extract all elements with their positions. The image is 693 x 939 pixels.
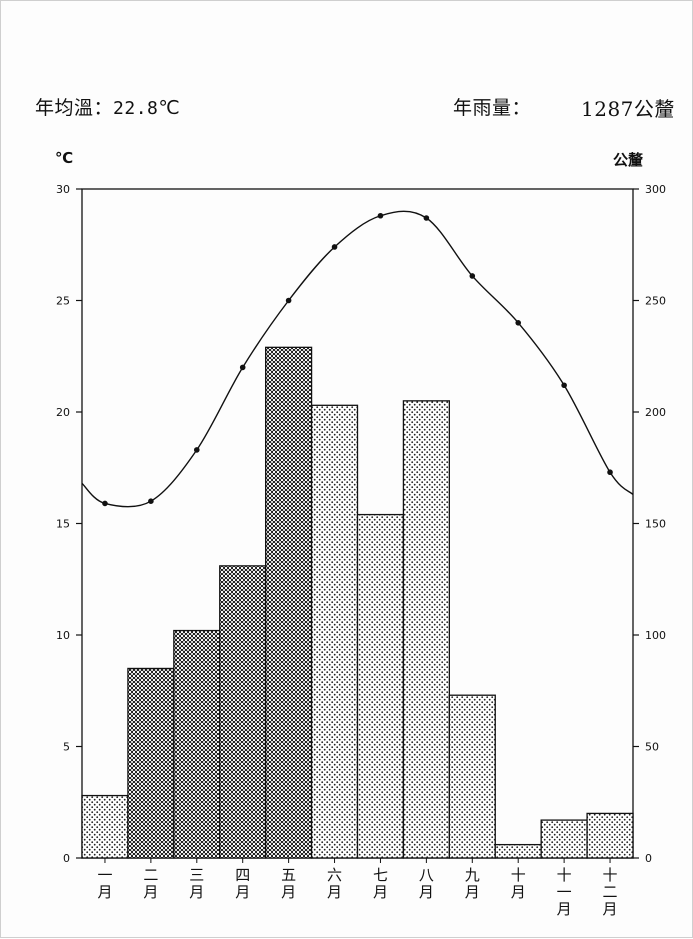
right-axis-unit-label: 公釐	[613, 151, 644, 169]
month-label-char: 月	[281, 883, 296, 901]
month-label-char: 月	[143, 883, 158, 901]
month-label: 五月	[281, 866, 296, 901]
annual-rainfall-value: 1287公釐	[581, 97, 675, 121]
temperature-point	[515, 320, 522, 326]
left-axis-tick-label: 10	[56, 629, 70, 642]
annual-rainfall-label: 年雨量：	[453, 97, 532, 119]
month-label: 十月	[511, 866, 526, 901]
rainfall-bar	[310, 404, 359, 859]
left-axis-tick-label: 15	[56, 518, 70, 531]
month-label: 十二月	[603, 866, 618, 918]
month-label-char: 月	[465, 883, 480, 901]
annual-temperature-unit: ℃	[158, 97, 181, 119]
rainfall-bar	[127, 667, 175, 859]
temperature-line	[81, 210, 634, 508]
month-label-char: 月	[97, 883, 112, 901]
left-axis-tick-label: 5	[63, 741, 70, 754]
rainfall-bar	[265, 346, 313, 859]
annual-temperature-label: 年均溫：	[35, 97, 114, 119]
month-label-char: 二	[603, 883, 618, 901]
month-label: 二月	[143, 866, 158, 901]
rainfall-bar	[402, 400, 450, 859]
annual-temperature: 年均溫：22.8℃	[35, 93, 180, 120]
month-label-char: 一	[97, 866, 112, 884]
month-label-char: 七	[373, 866, 388, 884]
month-label-char: 一	[557, 883, 572, 901]
month-label: 八月	[419, 866, 434, 901]
month-label-char: 月	[327, 883, 342, 901]
left-axis-tick-label: 30	[56, 183, 70, 196]
month-label-char: 八	[419, 866, 434, 884]
temperature-point	[469, 273, 476, 279]
month-label-char: 月	[235, 883, 250, 901]
month-label: 七月	[373, 866, 388, 901]
temperature-point	[193, 447, 200, 453]
rainfall-bar	[494, 843, 542, 859]
month-label-char: 月	[189, 883, 204, 901]
temperature-point	[377, 212, 384, 219]
right-axis-tick-label: 0	[645, 852, 652, 865]
month-label: 六月	[327, 866, 342, 901]
rainfall-bar	[219, 565, 267, 859]
rainfall-bar	[586, 812, 634, 859]
right-axis-tick-label: 250	[645, 295, 666, 308]
month-label-char: 十	[511, 866, 526, 884]
rainfall-bar	[540, 819, 588, 859]
rainfall-bar	[448, 694, 496, 859]
month-label-char: 九	[465, 866, 480, 884]
month-label-char: 十	[603, 866, 618, 884]
month-label-char: 二	[143, 866, 158, 884]
temperature-point	[102, 500, 108, 507]
left-axis-unit-label: ℃	[55, 149, 74, 167]
month-label-char: 六	[327, 866, 342, 884]
left-axis-tick-label: 25	[56, 295, 70, 308]
temperature-point	[423, 215, 430, 221]
month-label-char: 月	[511, 883, 526, 901]
month-label: 九月	[465, 866, 480, 901]
annual-temperature-value: 22.8	[113, 98, 159, 119]
month-label-char: 四	[235, 866, 250, 884]
month-label: 三月	[189, 866, 204, 901]
month-label: 四月	[235, 866, 250, 901]
month-label-char: 月	[603, 900, 618, 918]
temperature-point	[148, 498, 154, 505]
temperature-point	[607, 469, 613, 476]
rainfall-bar	[356, 513, 405, 859]
month-label: 十一月	[557, 866, 572, 918]
rainfall-bars	[81, 346, 634, 859]
right-axis-tick-label: 200	[645, 406, 666, 419]
rainfall-bar	[81, 794, 129, 859]
month-label-char: 月	[373, 883, 388, 901]
left-axis-tick-label: 0	[63, 852, 70, 865]
temperature-point	[285, 297, 292, 304]
temperature-point	[331, 244, 338, 250]
temperature-line-layer	[81, 210, 634, 508]
right-axis-tick-label: 300	[645, 183, 666, 196]
temperature-point	[239, 364, 246, 371]
month-label-char: 三	[189, 866, 204, 884]
month-label-char: 月	[557, 900, 572, 918]
month-label-char: 月	[419, 883, 434, 901]
month-label-char: 十	[557, 866, 572, 884]
right-axis-tick-label: 50	[645, 741, 659, 754]
right-axis-tick-label: 100	[645, 629, 666, 642]
right-axis-tick-label: 150	[645, 518, 666, 531]
month-label-char: 五	[281, 866, 296, 884]
temperature-point	[561, 382, 567, 389]
rainfall-bar	[173, 629, 221, 859]
month-label: 一月	[97, 866, 112, 901]
left-axis-tick-label: 20	[56, 406, 70, 419]
